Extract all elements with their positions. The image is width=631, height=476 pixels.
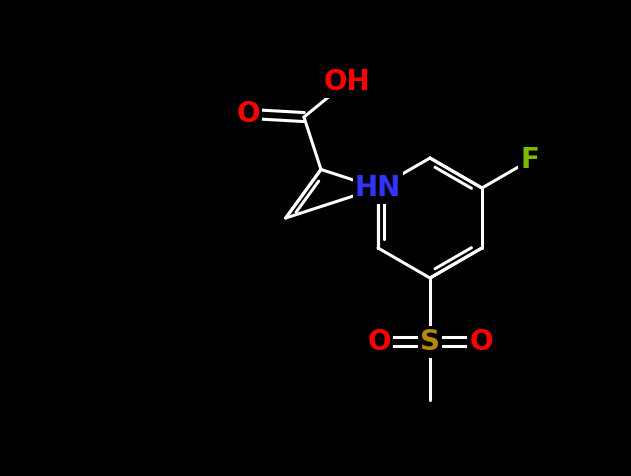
Text: O: O [236,100,260,128]
Text: F: F [520,147,539,174]
Text: HN: HN [355,174,401,202]
Text: O: O [469,328,493,356]
Text: S: S [420,328,440,356]
Text: O: O [367,328,391,356]
Text: OH: OH [324,68,370,96]
